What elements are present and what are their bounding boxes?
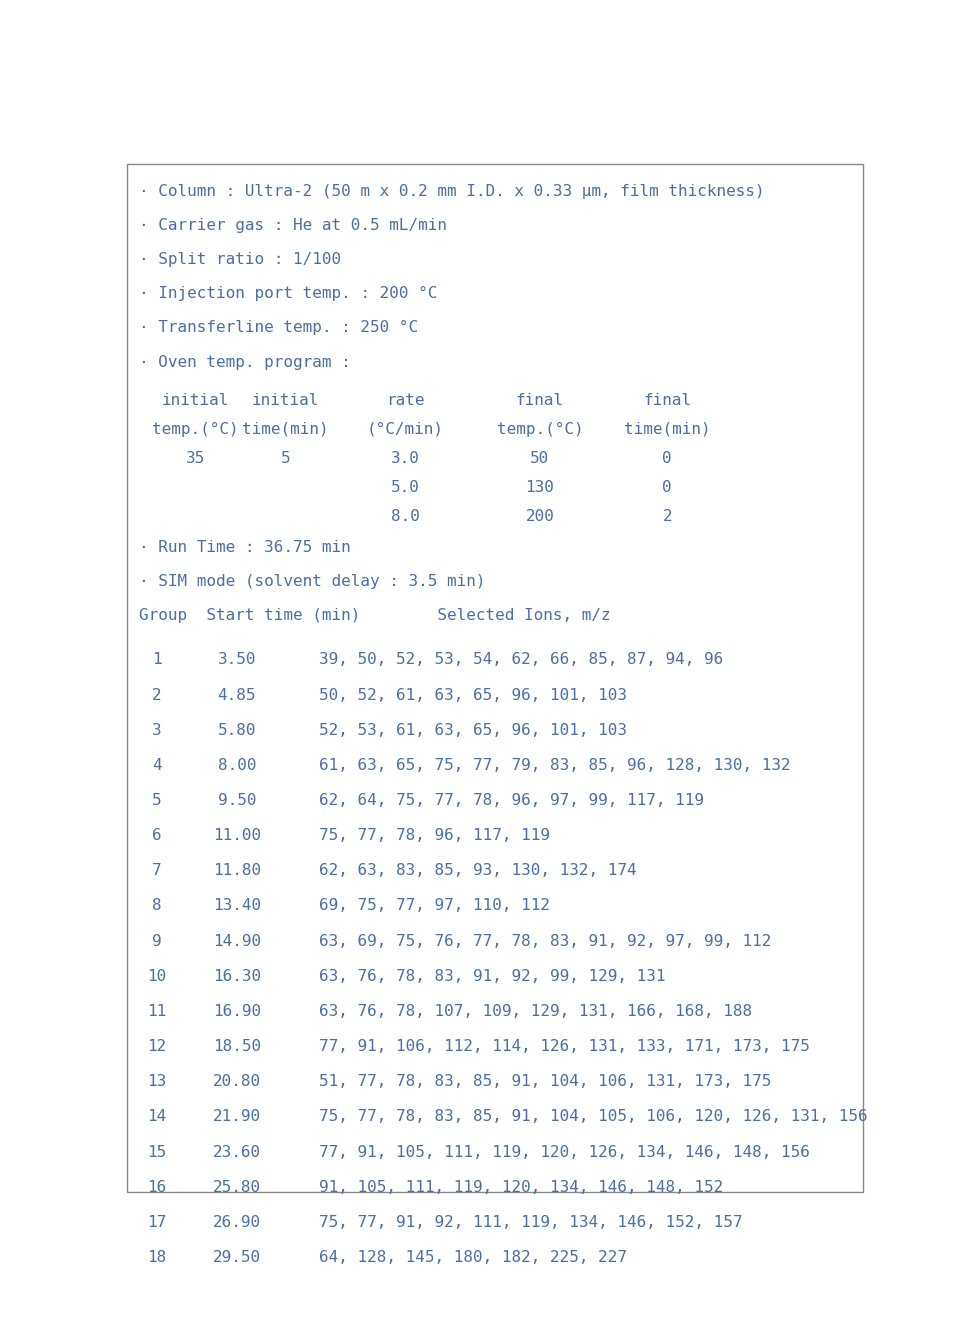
Text: 21.90: 21.90 xyxy=(213,1109,261,1124)
Text: 13: 13 xyxy=(147,1074,166,1089)
Text: · Oven temp. program :: · Oven temp. program : xyxy=(139,355,352,369)
Text: temp.(°C): temp.(°C) xyxy=(153,422,239,436)
Text: 3.0: 3.0 xyxy=(391,451,419,466)
Text: (°C/min): (°C/min) xyxy=(367,422,443,436)
Text: Group  Start time (min)        Selected Ions, m/z: Group Start time (min) Selected Ions, m/… xyxy=(139,608,611,623)
Text: 91, 105, 111, 119, 120, 134, 146, 148, 152: 91, 105, 111, 119, 120, 134, 146, 148, 1… xyxy=(319,1179,724,1195)
Text: final: final xyxy=(643,392,692,408)
Text: · Run Time : 36.75 min: · Run Time : 36.75 min xyxy=(139,540,352,555)
Text: 8.0: 8.0 xyxy=(391,509,419,524)
Text: 11.00: 11.00 xyxy=(213,829,261,843)
Text: 50, 52, 61, 63, 65, 96, 101, 103: 50, 52, 61, 63, 65, 96, 101, 103 xyxy=(319,688,627,702)
Text: 20.80: 20.80 xyxy=(213,1074,261,1089)
Text: · Transferline temp. : 250 °C: · Transferline temp. : 250 °C xyxy=(139,321,418,336)
Text: 39, 50, 52, 53, 54, 62, 66, 85, 87, 94, 96: 39, 50, 52, 53, 54, 62, 66, 85, 87, 94, … xyxy=(319,653,724,667)
Text: 2: 2 xyxy=(663,509,672,524)
Text: 9: 9 xyxy=(152,933,161,948)
Text: 11.80: 11.80 xyxy=(213,864,261,878)
Text: 130: 130 xyxy=(526,479,554,494)
Text: 5: 5 xyxy=(152,792,161,808)
Text: 26.90: 26.90 xyxy=(213,1215,261,1230)
Text: 61, 63, 65, 75, 77, 79, 83, 85, 96, 128, 130, 132: 61, 63, 65, 75, 77, 79, 83, 85, 96, 128,… xyxy=(319,757,791,772)
Text: time(min): time(min) xyxy=(242,422,328,436)
Text: initial: initial xyxy=(162,392,229,408)
Text: 15: 15 xyxy=(147,1144,166,1159)
Text: rate: rate xyxy=(386,392,424,408)
Text: 4.85: 4.85 xyxy=(217,688,256,702)
Text: 7: 7 xyxy=(152,864,161,878)
Text: 14.90: 14.90 xyxy=(213,933,261,948)
Text: 51, 77, 78, 83, 85, 91, 104, 106, 131, 173, 175: 51, 77, 78, 83, 85, 91, 104, 106, 131, 1… xyxy=(319,1074,772,1089)
Text: 13.40: 13.40 xyxy=(213,898,261,913)
Text: 50: 50 xyxy=(530,451,550,466)
Text: 5: 5 xyxy=(281,451,290,466)
Text: 14: 14 xyxy=(147,1109,166,1124)
Text: 16.30: 16.30 xyxy=(213,968,261,984)
Text: 1: 1 xyxy=(152,653,161,667)
Text: 11: 11 xyxy=(147,1005,166,1019)
Text: final: final xyxy=(516,392,564,408)
Text: 18: 18 xyxy=(147,1250,166,1265)
Text: 17: 17 xyxy=(147,1215,166,1230)
Text: temp.(°C): temp.(°C) xyxy=(497,422,583,436)
Text: 0: 0 xyxy=(663,451,672,466)
Text: 5.80: 5.80 xyxy=(217,723,256,737)
Text: 75, 77, 78, 83, 85, 91, 104, 105, 106, 120, 126, 131, 156: 75, 77, 78, 83, 85, 91, 104, 105, 106, 1… xyxy=(319,1109,867,1124)
Text: 8: 8 xyxy=(152,898,161,913)
Text: 63, 76, 78, 83, 91, 92, 99, 129, 131: 63, 76, 78, 83, 91, 92, 99, 129, 131 xyxy=(319,968,666,984)
Text: 12: 12 xyxy=(147,1039,166,1054)
Text: 75, 77, 78, 96, 117, 119: 75, 77, 78, 96, 117, 119 xyxy=(319,829,551,843)
Text: 16: 16 xyxy=(147,1179,166,1195)
Text: initial: initial xyxy=(252,392,319,408)
FancyBboxPatch shape xyxy=(127,164,864,1193)
Text: 9.50: 9.50 xyxy=(217,792,256,808)
Text: 52, 53, 61, 63, 65, 96, 101, 103: 52, 53, 61, 63, 65, 96, 101, 103 xyxy=(319,723,627,737)
Text: 3.50: 3.50 xyxy=(217,653,256,667)
Text: 23.60: 23.60 xyxy=(213,1144,261,1159)
Text: · Column : Ultra-2 (50 m x 0.2 mm I.D. x 0.33 μm, film thickness): · Column : Ultra-2 (50 m x 0.2 mm I.D. x… xyxy=(139,184,765,199)
Text: 18.50: 18.50 xyxy=(213,1039,261,1054)
Text: · SIM mode (solvent delay : 3.5 min): · SIM mode (solvent delay : 3.5 min) xyxy=(139,573,486,588)
Text: 200: 200 xyxy=(526,509,554,524)
Text: 0: 0 xyxy=(663,479,672,494)
Text: 62, 64, 75, 77, 78, 96, 97, 99, 117, 119: 62, 64, 75, 77, 78, 96, 97, 99, 117, 119 xyxy=(319,792,704,808)
Text: 25.80: 25.80 xyxy=(213,1179,261,1195)
Text: 2: 2 xyxy=(152,688,161,702)
Text: 16.90: 16.90 xyxy=(213,1005,261,1019)
Text: 8.00: 8.00 xyxy=(217,757,256,772)
Text: 63, 76, 78, 107, 109, 129, 131, 166, 168, 188: 63, 76, 78, 107, 109, 129, 131, 166, 168… xyxy=(319,1005,753,1019)
Text: 5.0: 5.0 xyxy=(391,479,419,494)
Text: 75, 77, 91, 92, 111, 119, 134, 146, 152, 157: 75, 77, 91, 92, 111, 119, 134, 146, 152,… xyxy=(319,1215,743,1230)
Text: 4: 4 xyxy=(152,757,161,772)
Text: 62, 63, 83, 85, 93, 130, 132, 174: 62, 63, 83, 85, 93, 130, 132, 174 xyxy=(319,864,637,878)
Text: · Injection port temp. : 200 °C: · Injection port temp. : 200 °C xyxy=(139,286,438,301)
Text: 29.50: 29.50 xyxy=(213,1250,261,1265)
Text: 77, 91, 106, 112, 114, 126, 131, 133, 171, 173, 175: 77, 91, 106, 112, 114, 126, 131, 133, 17… xyxy=(319,1039,810,1054)
Text: 35: 35 xyxy=(186,451,205,466)
Text: time(min): time(min) xyxy=(624,422,711,436)
Text: 10: 10 xyxy=(147,968,166,984)
Text: 69, 75, 77, 97, 110, 112: 69, 75, 77, 97, 110, 112 xyxy=(319,898,551,913)
Text: 3: 3 xyxy=(152,723,161,737)
Text: 63, 69, 75, 76, 77, 78, 83, 91, 92, 97, 99, 112: 63, 69, 75, 76, 77, 78, 83, 91, 92, 97, … xyxy=(319,933,772,948)
Text: 77, 91, 105, 111, 119, 120, 126, 134, 146, 148, 156: 77, 91, 105, 111, 119, 120, 126, 134, 14… xyxy=(319,1144,810,1159)
Text: 6: 6 xyxy=(152,829,161,843)
Text: · Split ratio : 1/100: · Split ratio : 1/100 xyxy=(139,252,342,267)
Text: · Carrier gas : He at 0.5 mL/min: · Carrier gas : He at 0.5 mL/min xyxy=(139,218,447,234)
Text: 64, 128, 145, 180, 182, 225, 227: 64, 128, 145, 180, 182, 225, 227 xyxy=(319,1250,627,1265)
